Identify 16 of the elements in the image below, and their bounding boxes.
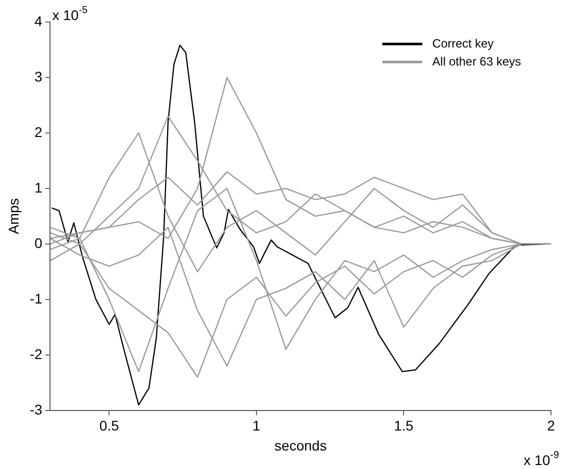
- legend-label: All other 63 keys: [432, 54, 522, 68]
- y-tick-label: 2: [34, 124, 42, 140]
- x-tick-label: 1: [252, 418, 261, 434]
- y-tick-label: -1: [30, 290, 42, 306]
- y-axis-title: Amps: [5, 198, 22, 234]
- y-tick-label: -2: [30, 346, 42, 362]
- y-tick-label: -3: [30, 401, 42, 418]
- x-tick-label: 1.5: [394, 418, 414, 434]
- y-tick-label: 4: [34, 12, 42, 29]
- y-tick-label: 0: [34, 234, 42, 251]
- y-tick-label: 1: [34, 179, 42, 196]
- y-tick-label: 3: [34, 68, 42, 84]
- x-tick-label: 0.5: [99, 418, 120, 434]
- x-tick-label: 2: [547, 418, 556, 434]
- legend-label: Correct key: [432, 36, 494, 50]
- x-axis-title: seconds: [274, 437, 327, 454]
